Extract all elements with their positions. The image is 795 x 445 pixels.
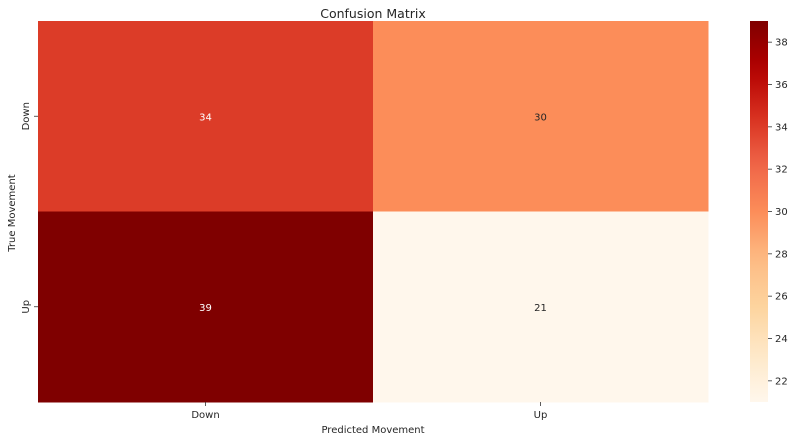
x-tick-label: Down	[191, 410, 219, 421]
heatmap-cell	[373, 21, 709, 212]
chart-title: Confusion Matrix	[320, 6, 426, 21]
colorbar-tick-label: 26	[775, 292, 788, 303]
colorbar-tick-label: 30	[775, 207, 788, 218]
colorbar: 22 24 26 28 30 32 34 36 38	[750, 21, 788, 402]
colorbar-tick-label: 24	[775, 334, 788, 345]
y-tick-label: Down	[21, 102, 32, 130]
y-axis: Down Up	[21, 102, 38, 314]
x-axis: Down Up	[191, 402, 547, 421]
cell-value-label: 30	[534, 112, 547, 123]
heatmap-cell	[38, 21, 374, 212]
cell-value-label: 34	[199, 112, 212, 123]
heatmap-cell-labels: 34 30 39 21	[199, 112, 547, 314]
heatmap-cells	[38, 21, 709, 403]
colorbar-gradient	[750, 21, 768, 402]
heatmap-cell	[38, 211, 374, 403]
y-tick-label: Up	[21, 300, 32, 314]
x-axis-label: Predicted Movement	[321, 425, 424, 436]
cell-value-label: 21	[534, 303, 547, 314]
colorbar-tick-label: 22	[775, 376, 788, 387]
x-tick-label: Up	[534, 410, 548, 421]
colorbar-tick-label: 36	[775, 80, 788, 91]
colorbar-tick-label: 34	[775, 122, 788, 133]
y-axis-label: True Movement	[7, 174, 18, 252]
colorbar-tick-label: 38	[775, 38, 788, 49]
cell-value-label: 39	[199, 303, 212, 314]
colorbar-tick-label: 32	[775, 165, 788, 176]
heatmap-cell	[373, 211, 709, 403]
colorbar-tick-label: 28	[775, 249, 788, 260]
